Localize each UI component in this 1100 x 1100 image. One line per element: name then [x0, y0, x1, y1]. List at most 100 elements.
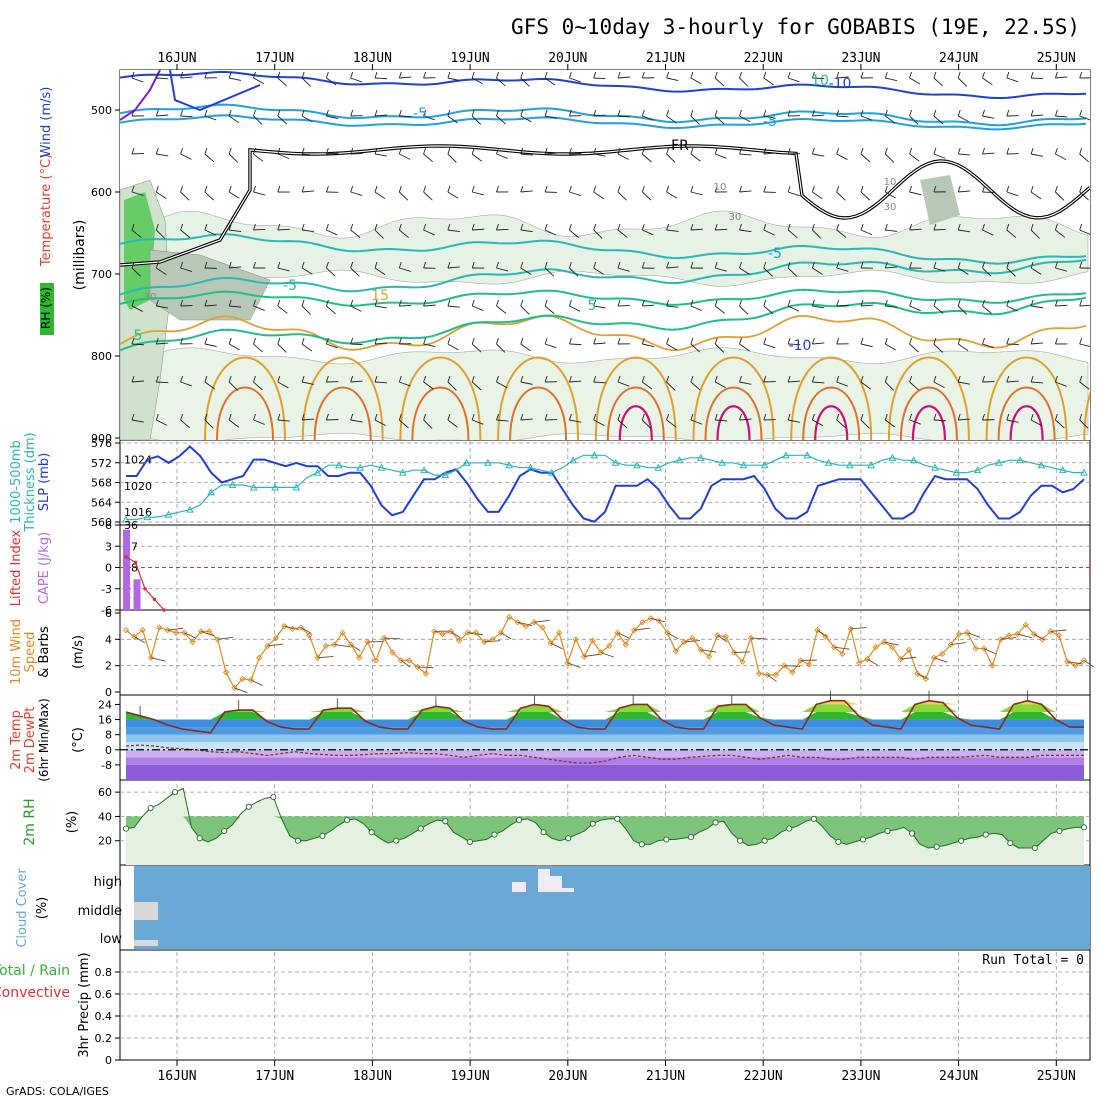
wind-speed-point — [939, 650, 946, 657]
wind-barb-flag — [277, 337, 281, 345]
wind-barb — [690, 77, 702, 85]
wind-barb — [180, 191, 190, 201]
wind-speed-point — [855, 659, 863, 667]
wind-barb-flag — [739, 261, 742, 269]
temp-band — [126, 764, 1084, 780]
wind-barb — [788, 380, 801, 383]
wind-barb-flag — [641, 147, 645, 155]
wind-barb — [812, 114, 825, 117]
wind-barb-flag — [617, 299, 621, 307]
wind-barb — [350, 153, 363, 155]
wind-speed-point — [522, 623, 529, 630]
wind-barb — [982, 305, 993, 315]
wind-barb-10m — [167, 627, 184, 631]
wind-barb — [836, 381, 849, 387]
wind-barb — [253, 77, 265, 85]
date-label-bottom: 24JUN — [939, 1069, 978, 1084]
wind-speed-point — [381, 634, 388, 642]
axis-label: & Barbs — [37, 626, 52, 678]
thickness-marker — [377, 463, 386, 471]
contour-label: FR — [671, 138, 689, 154]
wind-barb-flag — [180, 147, 184, 155]
y-tick-label: 40 — [98, 810, 112, 823]
wind-barb — [350, 305, 362, 312]
wind-barb — [253, 191, 266, 196]
wind-barb-flag — [617, 71, 621, 79]
wind-barb — [229, 305, 242, 308]
run-total: Run Total = 0 — [982, 953, 1084, 968]
temp-contour — [716, 405, 751, 440]
y-tick-label: 564 — [91, 496, 112, 509]
wind-speed-point — [739, 658, 746, 665]
wind-barb — [471, 343, 482, 353]
thickness-marker — [356, 463, 365, 471]
cloud-level-label: middle — [78, 904, 122, 919]
wind-barb-flag — [690, 185, 694, 193]
wind-barb-flag — [739, 223, 742, 231]
temp-band — [126, 749, 1084, 758]
wind-barb-flag — [982, 71, 985, 79]
rh-point — [810, 815, 817, 822]
rh-point — [1007, 840, 1014, 847]
wind-barb-flag — [1054, 261, 1058, 269]
wind-barb-10m — [600, 652, 615, 658]
wind-barb — [156, 153, 169, 157]
wind-barb-flag — [836, 299, 840, 307]
wind-barb-flag — [860, 71, 864, 79]
wind-barb-flag — [1054, 223, 1058, 231]
wind-barb-flag — [155, 375, 159, 383]
wind-barb — [958, 229, 971, 233]
wind-barb-10m — [700, 649, 717, 653]
wind-speed-point — [930, 654, 938, 661]
contour-label: 10 — [714, 182, 727, 193]
wind-barb — [180, 229, 191, 238]
wind-barb-flag — [714, 109, 718, 117]
date-label-bottom: 22JUN — [744, 1069, 783, 1084]
wind-barb — [982, 115, 995, 119]
wind-barb — [666, 305, 679, 308]
axis-label: (%) — [35, 897, 50, 920]
wind-barb — [520, 77, 530, 87]
wind-barb-flag — [471, 261, 475, 269]
wind-barb — [1006, 77, 1019, 83]
wind-barb-flag — [520, 223, 524, 231]
wind-barb-flag — [374, 375, 378, 383]
wind-barb-flag — [520, 413, 524, 421]
wind-barb-flag — [933, 185, 937, 193]
cloud-background — [134, 866, 1090, 949]
wind-barb-flag — [131, 261, 135, 269]
wind-barb — [909, 419, 922, 425]
wind-barb — [204, 191, 214, 201]
date-label-bottom: 19JUN — [451, 1069, 490, 1084]
wind-barb-flag — [374, 185, 378, 193]
wind-barb — [1031, 77, 1044, 80]
temp-contour — [399, 356, 482, 440]
axis-label: SLP (mb) — [37, 453, 52, 512]
wind-barb-flag — [690, 71, 694, 79]
rh-shade — [120, 347, 1089, 440]
wind-barb-flag — [277, 147, 281, 155]
wind-barb — [593, 191, 604, 200]
date-label-top: 16JUN — [157, 51, 196, 66]
wind-barb — [763, 229, 775, 236]
cloud-block — [538, 869, 550, 892]
wind-barb — [787, 191, 800, 197]
wind-barb-flag — [763, 109, 767, 117]
wind-barb — [836, 419, 847, 429]
wind-barb — [399, 115, 412, 118]
thickness-marker — [547, 468, 556, 476]
wind-barb — [253, 419, 265, 425]
rh-point — [147, 804, 154, 811]
wind-barb — [715, 267, 727, 272]
wind-barb — [593, 114, 606, 117]
rh-point — [270, 793, 277, 801]
wind-barb-10m — [1083, 660, 1094, 668]
wind-barb — [156, 305, 169, 309]
wind-barb-flag — [301, 261, 305, 269]
wind-speed-point — [780, 662, 788, 669]
wind-barb — [350, 191, 363, 196]
wind-barb — [302, 153, 315, 156]
wind-barb-flag — [1030, 147, 1034, 155]
wind-barb-flag — [568, 147, 572, 155]
